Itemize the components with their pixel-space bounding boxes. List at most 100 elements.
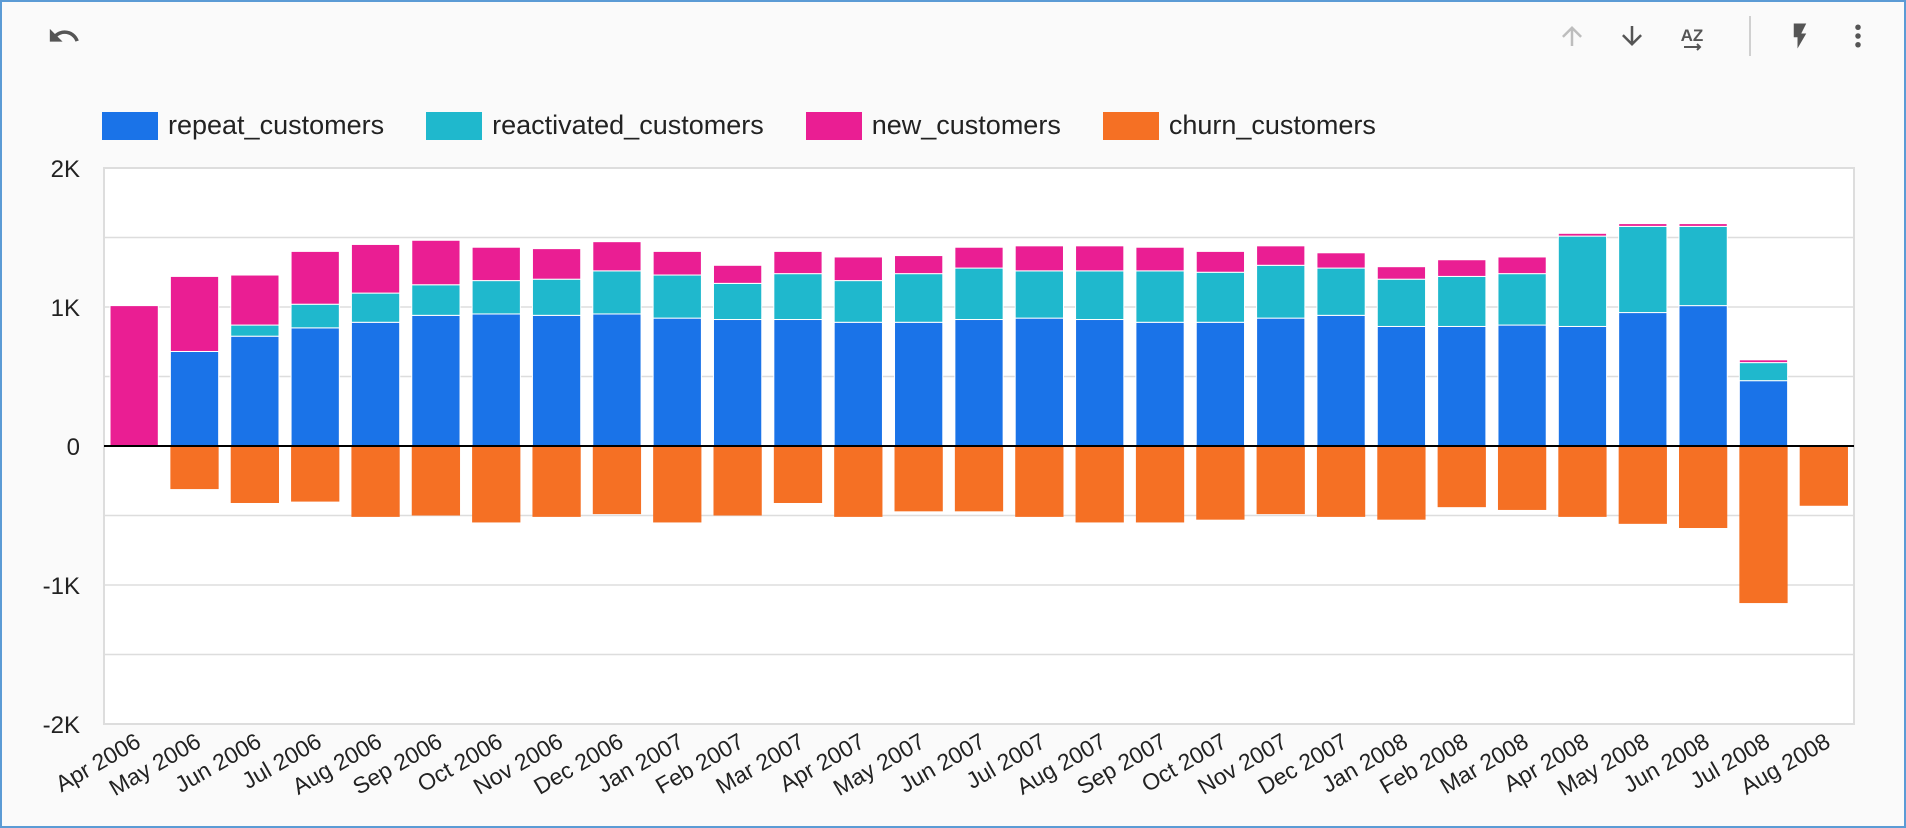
bar-new-customers — [652, 250, 702, 276]
bar-repeat-customers — [954, 319, 1004, 447]
bar-reactivated-customers — [471, 280, 521, 315]
lightning-icon[interactable] — [1782, 18, 1818, 54]
bar-new-customers — [169, 275, 220, 352]
legend-item-churn-customers[interactable]: churn_customers — [1102, 110, 1376, 141]
bar-repeat-customers — [1376, 325, 1427, 447]
bar-new-customers — [592, 241, 642, 272]
bar-new-customers — [773, 250, 823, 275]
bar-reactivated-customers — [1075, 270, 1125, 321]
bar-reactivated-customers — [592, 270, 642, 315]
bar-new-customers — [954, 246, 1004, 269]
bar-churn-customers — [894, 446, 943, 512]
bar-repeat-customers — [1256, 317, 1306, 447]
bar-churn-customers — [1196, 446, 1245, 520]
bar-churn-customers — [1799, 446, 1848, 506]
bar-new-customers — [411, 239, 461, 286]
bar-churn-customers — [1256, 446, 1305, 515]
legend-label: new_customers — [871, 110, 1061, 140]
bar-new-customers — [1376, 266, 1427, 280]
bar-reactivated-customers — [712, 282, 763, 321]
bar-reactivated-customers — [1437, 275, 1487, 327]
bar-churn-customers — [1075, 446, 1124, 523]
bar-reactivated-customers — [350, 292, 401, 323]
y-tick-label: 2K — [51, 156, 80, 183]
bar-reactivated-customers — [411, 284, 461, 316]
bar-churn-customers — [1015, 446, 1064, 517]
bar-repeat-customers — [1075, 319, 1125, 447]
bar-churn-customers — [834, 446, 883, 517]
bar-reactivated-customers — [1014, 270, 1064, 319]
bar-repeat-customers — [1738, 380, 1789, 447]
arrow-down-icon[interactable] — [1614, 18, 1650, 54]
bar-reactivated-customers — [230, 324, 280, 337]
bar-reactivated-customers — [1678, 225, 1728, 307]
bar-reactivated-customers — [1256, 264, 1306, 319]
bar-reactivated-customers — [1738, 362, 1789, 382]
svg-text:AZ: AZ — [1681, 26, 1704, 45]
bar-new-customers — [1738, 359, 1789, 364]
bar-churn-customers — [1135, 446, 1185, 523]
legend-item-repeat-customers[interactable]: repeat_customers — [102, 110, 384, 141]
bar-repeat-customers — [894, 321, 944, 447]
bar-new-customers — [109, 305, 159, 447]
bar-new-customers — [1437, 259, 1487, 277]
bar-churn-customers — [1377, 446, 1426, 520]
bar-churn-customers — [291, 446, 340, 502]
undo-icon[interactable] — [46, 18, 82, 54]
bar-new-customers — [894, 255, 944, 275]
more-vert-icon[interactable] — [1840, 18, 1876, 54]
bar-repeat-customers — [1135, 321, 1185, 447]
legend-swatch — [426, 111, 483, 140]
bar-churn-customers — [773, 446, 823, 503]
bar-reactivated-customers — [1497, 273, 1547, 326]
bar-new-customers — [531, 248, 582, 280]
bar-reactivated-customers — [531, 278, 582, 316]
bar-reactivated-customers — [1376, 278, 1427, 327]
bar-churn-customers — [1679, 446, 1728, 529]
bar-churn-customers — [411, 446, 461, 516]
bar-reactivated-customers — [1557, 235, 1608, 327]
legend-label: churn_customers — [1168, 110, 1376, 140]
bar-new-customers — [1135, 246, 1185, 272]
legend-item-reactivated-customers[interactable]: reactivated_customers — [426, 110, 764, 141]
bar-churn-customers — [351, 446, 400, 517]
bar-reactivated-customers — [954, 267, 1004, 321]
bar-repeat-customers — [1557, 325, 1608, 447]
bar-repeat-customers — [1497, 324, 1547, 447]
bar-new-customers — [1075, 245, 1125, 272]
bar-churn-customers — [653, 446, 702, 523]
bar-new-customers — [471, 246, 521, 282]
bar-new-customers — [1256, 245, 1306, 266]
bar-reactivated-customers — [894, 273, 944, 323]
y-tick-label: -1K — [43, 573, 80, 600]
bar-new-customers — [1014, 245, 1064, 272]
bar-reactivated-customers — [1618, 225, 1668, 314]
bar-new-customers — [1618, 223, 1668, 227]
arrow-up-icon[interactable] — [1554, 18, 1590, 54]
bar-repeat-customers — [1014, 317, 1064, 447]
bar-reactivated-customers — [773, 273, 823, 321]
bar-repeat-customers — [833, 321, 883, 447]
bar-churn-customers — [230, 446, 279, 503]
bar-new-customers — [1316, 252, 1366, 269]
bar-repeat-customers — [1618, 312, 1668, 447]
bar-churn-customers — [1497, 446, 1547, 510]
bar-repeat-customers — [1437, 325, 1487, 447]
bar-repeat-customers — [290, 327, 340, 447]
bar-new-customers — [1678, 223, 1728, 227]
bar-new-customers — [833, 256, 883, 282]
bar-new-customers — [290, 250, 340, 305]
bar-repeat-customers — [1678, 305, 1728, 447]
bar-new-customers — [1195, 250, 1246, 273]
bar-churn-customers — [170, 446, 219, 490]
y-tick-label: -2K — [43, 712, 80, 739]
bar-repeat-customers — [230, 335, 280, 447]
legend-swatch — [1102, 111, 1159, 140]
bar-new-customers — [1497, 256, 1547, 275]
bar-churn-customers — [532, 446, 581, 517]
sort-az-icon[interactable]: AZ — [1674, 18, 1710, 54]
bar-new-customers — [712, 264, 763, 284]
bar-reactivated-customers — [652, 274, 702, 319]
legend-item-new-customers[interactable]: new_customers — [805, 110, 1061, 141]
bar-reactivated-customers — [1316, 267, 1366, 316]
